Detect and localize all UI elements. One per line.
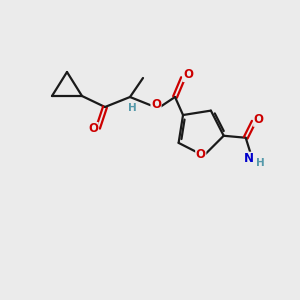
Text: N: N [244,152,254,165]
Text: O: O [183,68,193,82]
Text: O: O [151,98,161,112]
Text: H: H [128,103,136,113]
Text: O: O [196,148,206,161]
Text: O: O [88,122,98,136]
Text: H: H [256,158,265,168]
Text: O: O [254,113,264,126]
